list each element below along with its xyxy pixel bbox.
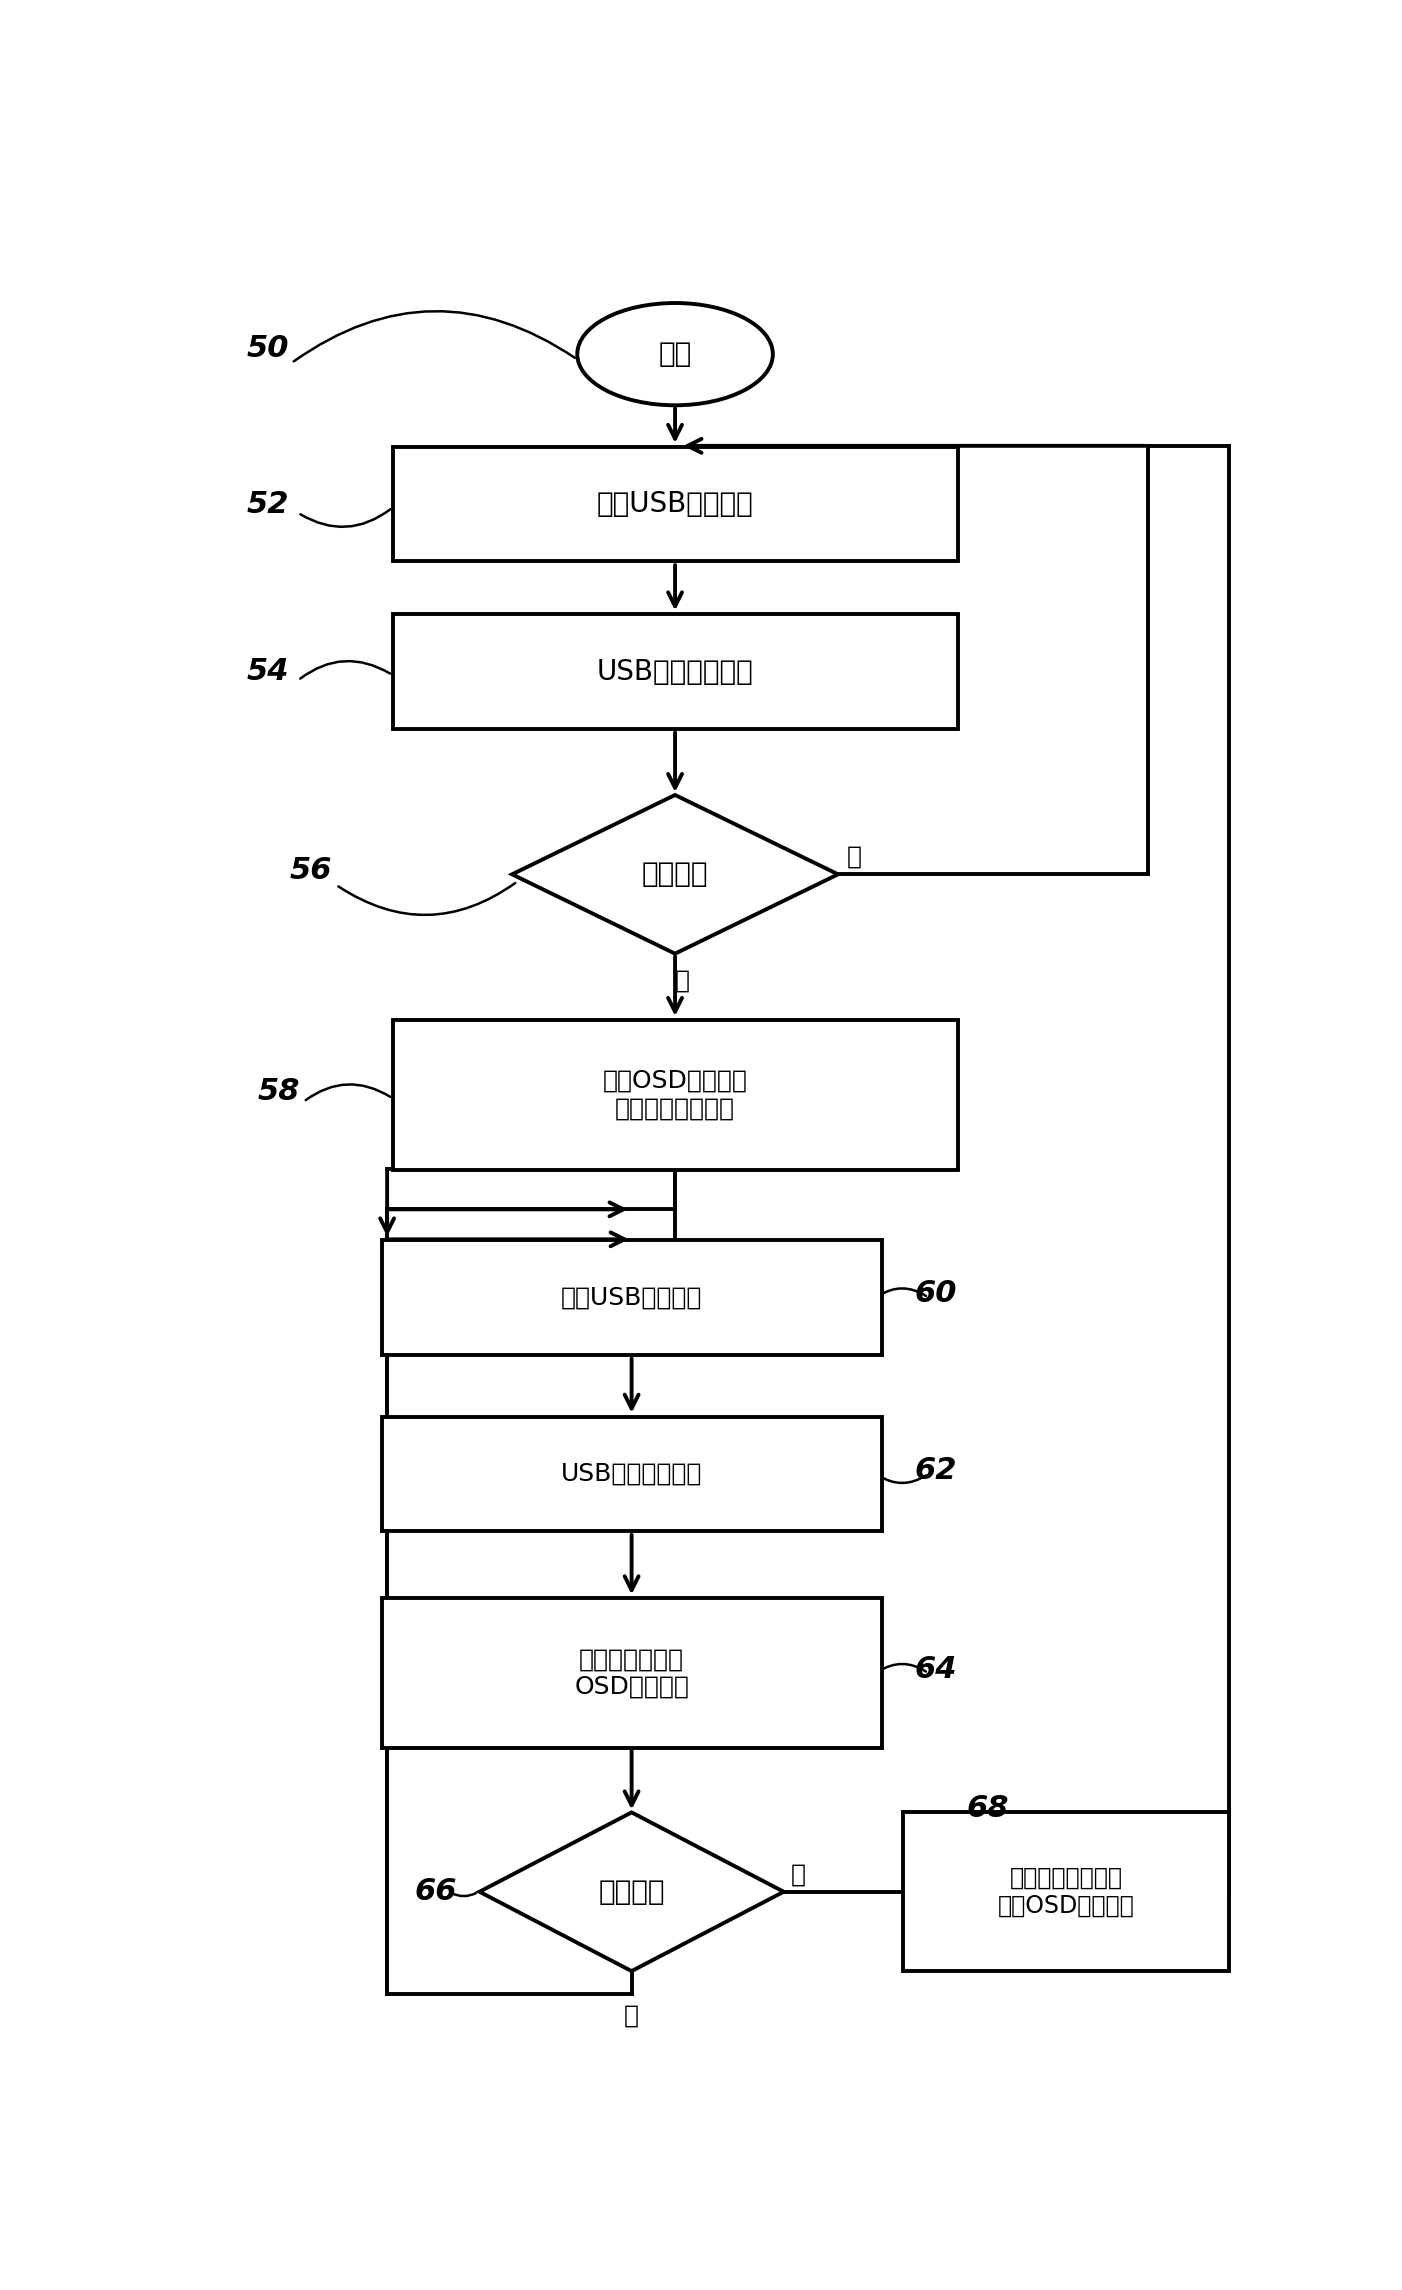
- Text: 否: 否: [847, 845, 862, 868]
- Text: 接收USB输入信号: 接收USB输入信号: [597, 490, 753, 518]
- Text: 58: 58: [257, 1076, 300, 1106]
- Text: 52: 52: [247, 490, 289, 518]
- Text: USB输入信号解码: USB输入信号解码: [561, 1461, 702, 1486]
- Ellipse shape: [578, 302, 773, 405]
- Text: 启动信号: 启动信号: [642, 861, 708, 889]
- Text: 是: 是: [676, 969, 690, 992]
- Text: 接收USB输入信号: 接收USB输入信号: [561, 1285, 702, 1310]
- Bar: [381, 1241, 882, 1356]
- Text: 56: 56: [290, 856, 332, 886]
- Text: 启动OSD控制单元
并关闭缓冲器开关: 启动OSD控制单元 并关闭缓冲器开关: [603, 1069, 747, 1120]
- Text: 68: 68: [967, 1795, 1009, 1823]
- Text: 64: 64: [914, 1656, 958, 1683]
- Text: 50: 50: [247, 334, 289, 364]
- Bar: [393, 447, 958, 561]
- Bar: [381, 1418, 882, 1532]
- Text: 66: 66: [415, 1878, 457, 1905]
- Text: 60: 60: [914, 1280, 958, 1308]
- Bar: [381, 1598, 882, 1747]
- Text: 54: 54: [247, 657, 289, 687]
- Polygon shape: [512, 795, 838, 953]
- Bar: [903, 1811, 1230, 1972]
- Bar: [393, 614, 958, 728]
- Text: 将输入信号传至
OSD控制单元: 将输入信号传至 OSD控制单元: [575, 1647, 688, 1699]
- Text: USB输入信号解码: USB输入信号解码: [597, 657, 753, 685]
- Bar: [393, 1019, 958, 1170]
- Text: 是: 是: [791, 1862, 805, 1887]
- Text: 开始: 开始: [659, 341, 691, 369]
- Text: 关闭信号: 关闭信号: [599, 1878, 665, 1905]
- Text: 否: 否: [624, 2004, 639, 2027]
- Text: 开启缓冲器开关并
关闭OSD控制单元: 开启缓冲器开关并 关闭OSD控制单元: [998, 1866, 1134, 1917]
- Polygon shape: [479, 1811, 784, 1972]
- Text: 62: 62: [914, 1456, 958, 1484]
